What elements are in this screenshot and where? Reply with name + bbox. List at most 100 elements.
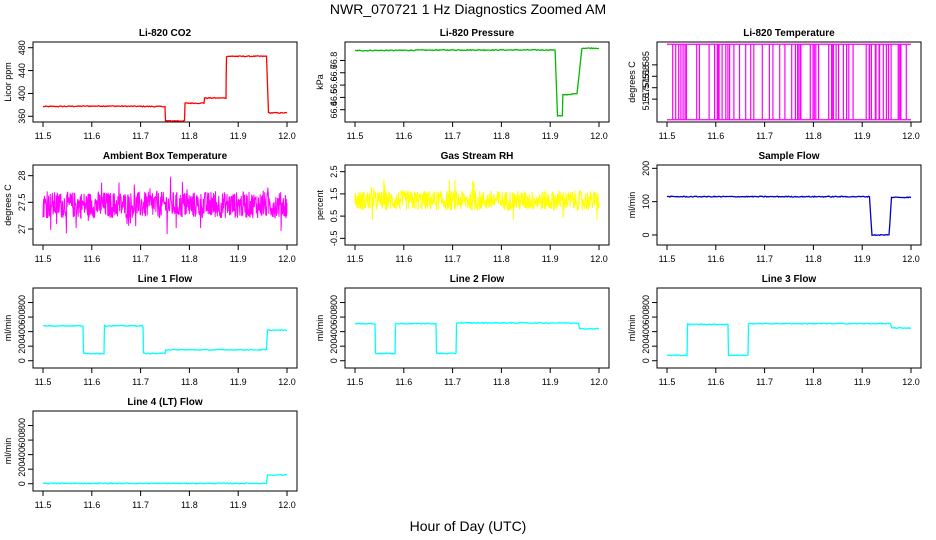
x-tick-label: 12.0: [902, 377, 920, 387]
y-tick-label: 66.6: [329, 76, 339, 94]
series-line-1: [42, 473, 288, 485]
data-layer: [43, 323, 288, 355]
x-tick-label: 11.7: [444, 254, 461, 264]
y-tick-label: 200: [17, 339, 27, 354]
y-axis-label: ml/min: [3, 438, 13, 465]
y-tick-label: 400: [641, 324, 651, 339]
y-tick-label: 480: [17, 40, 27, 55]
y-tick-label: 51.575: [641, 74, 651, 102]
panel-title: Line 1 Flow: [138, 274, 193, 285]
y-tick-label: 360: [17, 109, 27, 124]
y-tick-label: 400: [329, 324, 339, 339]
series-line-1: [666, 195, 911, 237]
y-tick-label: 0: [641, 358, 651, 363]
panel-10: Line 4 (LT) Flow 11.5 11.6 11.7 11.8 11.9 12.0…: [3, 397, 298, 510]
panel-title: Li-820 Pressure: [440, 28, 515, 39]
x-tick-label: 12.0: [278, 377, 296, 387]
y-tick-label: 800: [641, 295, 651, 310]
y-axis-label: degrees C: [3, 184, 13, 226]
y-tick-label: 200: [329, 339, 339, 354]
data-layer: [42, 176, 288, 235]
x-tick-label: 11.6: [395, 254, 412, 264]
x-tick-label: 11.9: [542, 131, 559, 141]
panel-title: Line 4 (LT) Flow: [127, 397, 203, 408]
panel-2: Li-820 Pressure 11.5 11.6 11.7 11.8 11.9 12.0 6…: [315, 28, 610, 141]
x-tick-label: 12.0: [590, 131, 608, 141]
x-tick-label: 11.5: [347, 254, 364, 264]
x-tick-label: 11.9: [542, 254, 559, 264]
y-tick-label: 600: [17, 433, 27, 448]
panel-title: Ambient Box Temperature: [103, 151, 228, 162]
x-tick-label: 11.8: [805, 254, 822, 264]
x-tick-label: 11.5: [35, 500, 52, 510]
x-tick-label: 11.7: [444, 377, 461, 387]
y-tick-label: 200: [17, 462, 27, 477]
y-tick-label: 600: [641, 310, 651, 325]
x-tick-label: 11.6: [707, 131, 724, 141]
plot-frame: [32, 287, 298, 369]
y-axis-label: kPa: [315, 74, 325, 90]
y-axis-label: Licor ppm: [3, 62, 13, 102]
panel-4: Ambient Box Temperature 11.5 11.6 11.7 11.8 1…: [3, 151, 298, 264]
y-axis-label: ml/min: [315, 315, 325, 342]
x-tick-label: 11.6: [83, 254, 100, 264]
y-axis-label: ml/min: [627, 315, 637, 342]
series-line-1: [42, 55, 288, 122]
x-tick-label: 11.7: [132, 254, 149, 264]
data-layer: [354, 321, 600, 355]
x-tick-label: 11.9: [230, 254, 247, 264]
plot-frame: [344, 164, 610, 246]
x-tick-label: 11.5: [659, 254, 676, 264]
y-tick-label: 51.585: [641, 51, 651, 79]
y-axis-label: ml/min: [627, 192, 637, 219]
y-tick-label: 400: [17, 86, 27, 101]
x-tick-label: 11.8: [181, 377, 198, 387]
y-tick-label: 66.8: [329, 52, 339, 70]
series-line-1: [354, 179, 600, 221]
x-tick-label: 11.5: [35, 131, 52, 141]
y-tick-label: 800: [17, 418, 27, 433]
plot-frame: [656, 41, 922, 123]
x-tick-label: 11.8: [181, 500, 198, 510]
x-tick-label: 11.5: [347, 377, 364, 387]
figure-title: NWR_070721 1 Hz Diagnostics Zoomed AM: [330, 1, 606, 17]
panel-title: Gas Stream RH: [441, 151, 514, 162]
x-tick-label: 11.8: [181, 254, 198, 264]
x-tick-label: 11.5: [347, 131, 364, 141]
x-tick-label: 11.7: [756, 254, 773, 264]
x-tick-label: 11.7: [132, 500, 149, 510]
x-tick-label: 11.8: [181, 131, 198, 141]
x-tick-label: 12.0: [278, 500, 296, 510]
y-tick-label: 51.57: [641, 88, 651, 111]
panels: Li-820 CO2 11.5 11.6 11.7 11.8 11.9 12.0 360 400…: [3, 28, 922, 510]
x-tick-label: 11.6: [707, 254, 724, 264]
x-tick-label: 12.0: [902, 254, 920, 264]
y-tick-label: 100: [641, 194, 651, 209]
y-tick-label: 600: [17, 310, 27, 325]
x-tick-label: 11.9: [854, 254, 871, 264]
x-tick-label: 11.6: [707, 377, 724, 387]
panel-8: Line 2 Flow 11.5 11.6 11.7 11.8 11.9 12.0 0 2004…: [315, 274, 610, 387]
plot-frame: [656, 287, 922, 369]
panel-7: Line 1 Flow 11.5 11.6 11.7 11.8 11.9 12.0 0 2004…: [3, 274, 298, 387]
y-tick-label: 1.5: [329, 188, 339, 201]
panel-1: Li-820 CO2 11.5 11.6 11.7 11.8 11.9 12.0 360 400…: [3, 28, 298, 141]
x-tick-label: 11.9: [230, 500, 247, 510]
y-axis-label: ml/min: [3, 315, 13, 342]
panel-title: Li-820 CO2: [139, 28, 192, 39]
y-tick-label: 200: [641, 161, 651, 176]
x-tick-label: 11.6: [395, 377, 412, 387]
data-layer: [42, 55, 288, 122]
x-tick-label: 11.8: [493, 377, 510, 387]
x-tick-label: 11.7: [756, 131, 773, 141]
data-layer: [42, 473, 288, 485]
x-tick-label: 11.8: [493, 131, 510, 141]
y-tick-label: 440: [17, 63, 27, 78]
y-axis-label: percent: [315, 189, 325, 220]
x-tick-label: 12.0: [278, 131, 296, 141]
data-layer: [666, 322, 912, 357]
data-layer: [354, 179, 600, 221]
x-tick-label: 11.7: [132, 377, 149, 387]
plot-frame: [656, 164, 922, 246]
figure-x-axis-title: Hour of Day (UTC): [410, 518, 527, 534]
